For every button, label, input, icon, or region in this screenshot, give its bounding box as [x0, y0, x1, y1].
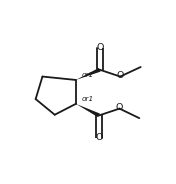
Text: or1: or1: [82, 72, 94, 78]
Text: O: O: [95, 133, 103, 142]
Text: O: O: [117, 71, 124, 80]
Polygon shape: [76, 68, 100, 80]
Text: or1: or1: [82, 96, 94, 102]
Text: O: O: [116, 103, 123, 112]
Polygon shape: [76, 104, 100, 117]
Text: O: O: [96, 43, 103, 52]
